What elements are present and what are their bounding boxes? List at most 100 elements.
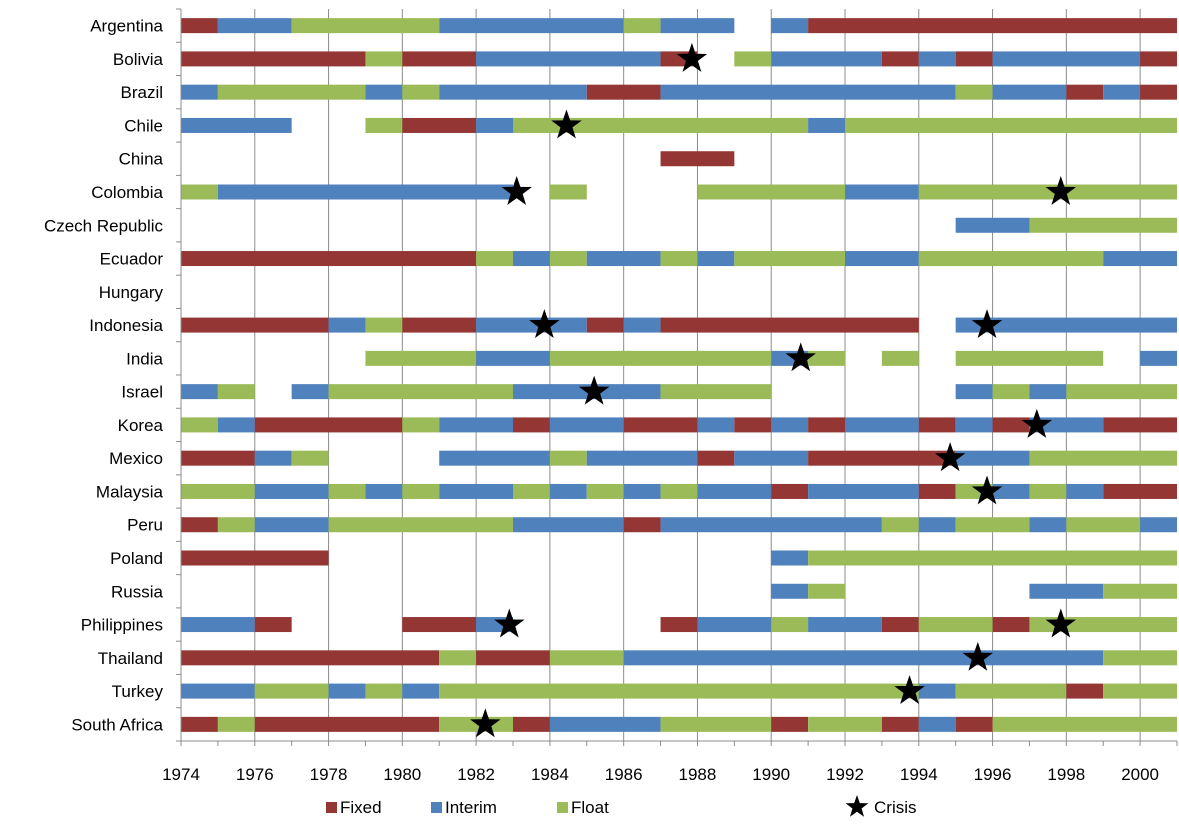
- bar-korea-interim-14: [955, 417, 993, 433]
- bar-indonesia-interim-8: [955, 317, 1177, 333]
- country-label-indonesia: Indonesia: [89, 316, 163, 335]
- crisis-star-indonesia-1: [971, 309, 1003, 339]
- bar-korea-fixed-9: [734, 417, 772, 433]
- country-label-ecuador: Ecuador: [100, 250, 164, 269]
- bar-israel-float-1: [217, 384, 255, 400]
- bar-chile-float-4: [513, 117, 809, 133]
- country-label-mexico: Mexico: [109, 449, 163, 468]
- legend: Fixed Interim Float Crisis: [326, 795, 917, 817]
- crisis-star-philippines-0: [494, 608, 525, 638]
- bar-korea-interim-1: [217, 417, 255, 433]
- bar-south-africa-float-1: [217, 716, 255, 732]
- axes: [176, 8, 1178, 746]
- bar-argentina-fixed-7: [808, 18, 1177, 34]
- bar-malaysia-interim-18: [1066, 483, 1104, 499]
- bar-turkey-float-5: [439, 683, 919, 699]
- bar-chile-fixed-2: [402, 117, 477, 133]
- bar-philippines-fixed-2: [402, 617, 477, 633]
- bar-argentina-float-2: [291, 18, 440, 34]
- bar-malaysia-float-6: [513, 483, 550, 499]
- bar-brazil-interim-6: [660, 84, 956, 100]
- bar-philippines-interim-5: [697, 617, 772, 633]
- bar-bolivia-fixed-2: [402, 51, 477, 67]
- country-labels: Argentina Bolivia Brazil Chile China Colombia…: [44, 17, 164, 735]
- crisis-markers: [470, 42, 1077, 738]
- crisis-star-south-africa-0: [470, 708, 501, 738]
- bar-bolivia-fixed-7: [881, 51, 919, 67]
- country-label-poland: Poland: [110, 549, 163, 568]
- x-tick-label-1998: 1998: [1047, 765, 1085, 784]
- bar-mexico-interim-3: [439, 450, 550, 466]
- regime-bars: [181, 18, 1177, 732]
- country-label-colombia: Colombia: [91, 183, 163, 202]
- bar-mexico-float-4: [549, 450, 587, 466]
- x-tick-label-1988: 1988: [679, 765, 717, 784]
- x-tick-label-1992: 1992: [826, 765, 864, 784]
- bar-indonesia-fixed-5: [586, 317, 624, 333]
- bar-israel-float-5: [660, 384, 772, 400]
- bar-south-africa-interim-5: [549, 716, 661, 732]
- bar-thailand-float-1: [439, 650, 477, 666]
- bar-south-africa-fixed-0: [181, 716, 218, 732]
- crisis-star-thailand-0: [962, 641, 994, 671]
- bar-chile-interim-0: [181, 117, 292, 133]
- country-label-russia: Russia: [111, 582, 164, 601]
- bar-thailand-interim-4: [623, 650, 1104, 666]
- bar-korea-interim-8: [697, 417, 735, 433]
- x-tick-label-1980: 1980: [383, 765, 421, 784]
- bar-south-africa-fixed-2: [254, 716, 440, 732]
- legend-fixed-label: Fixed: [340, 798, 382, 817]
- bar-argentina-interim-5: [660, 18, 735, 34]
- bar-mexico-fixed-0: [181, 450, 255, 466]
- bar-poland-fixed-0: [181, 550, 329, 566]
- bar-malaysia-interim-3: [365, 483, 403, 499]
- bar-bolivia-fixed-0: [181, 51, 366, 67]
- bar-malaysia-interim-1: [254, 483, 329, 499]
- bar-malaysia-float-4: [402, 483, 440, 499]
- bar-brazil-interim-4: [439, 84, 587, 100]
- bar-ecuador-interim-8: [845, 251, 919, 267]
- bar-bolivia-interim-8: [918, 51, 956, 67]
- bar-bolivia-float-1: [365, 51, 403, 67]
- bar-malaysia-interim-16: [992, 483, 1030, 499]
- bar-israel-interim-0: [181, 384, 218, 400]
- crisis-star-turkey-0: [894, 675, 925, 705]
- bar-korea-float-0: [181, 417, 218, 433]
- country-label-argentina: Argentina: [90, 17, 163, 36]
- bar-south-africa-fixed-11: [955, 716, 993, 732]
- bar-brazil-float-3: [402, 84, 440, 100]
- bar-china-fixed-0: [660, 151, 735, 167]
- bar-thailand-fixed-2: [476, 650, 550, 666]
- legend-crisis-label: Crisis: [874, 798, 917, 817]
- bar-peru-float-1: [217, 517, 255, 533]
- crisis-star-malaysia-0: [971, 475, 1003, 505]
- bar-bolivia-float-5: [734, 51, 772, 67]
- x-tick-labels: 1974 1976 1978 1980 1982 1984 1986 1988 1990 1992…: [162, 765, 1159, 784]
- bar-peru-fixed-5: [623, 517, 661, 533]
- bar-philippines-float-9: [918, 617, 993, 633]
- crisis-star-india-0: [785, 342, 816, 372]
- bar-south-africa-float-6: [660, 716, 772, 732]
- bar-brazil-interim-2: [365, 84, 403, 100]
- bar-korea-fixed-17: [1103, 417, 1177, 433]
- bar-india-float-0: [365, 350, 477, 366]
- bar-india-float-5: [881, 350, 919, 366]
- bar-russia-float-3: [1103, 583, 1177, 599]
- bar-colombia-interim-4: [845, 184, 919, 200]
- bar-korea-fixed-15: [992, 417, 1030, 433]
- country-label-chile: Chile: [124, 116, 163, 135]
- country-label-brazil: Brazil: [120, 83, 163, 102]
- x-tick-label-1984: 1984: [531, 765, 569, 784]
- bar-israel-float-7: [992, 384, 1030, 400]
- bar-poland-interim-1: [771, 550, 809, 566]
- bar-peru-interim-4: [513, 517, 624, 533]
- bar-brazil-fixed-5: [586, 84, 661, 100]
- bar-chile-interim-5: [808, 117, 845, 133]
- bar-turkey-interim-0: [181, 683, 255, 699]
- bar-indonesia-interim-1: [328, 317, 366, 333]
- bar-korea-fixed-2: [254, 417, 403, 433]
- bar-korea-interim-6: [549, 417, 624, 433]
- country-label-czech-republic: Czech Republic: [44, 216, 164, 235]
- legend-float-swatch: [557, 802, 568, 813]
